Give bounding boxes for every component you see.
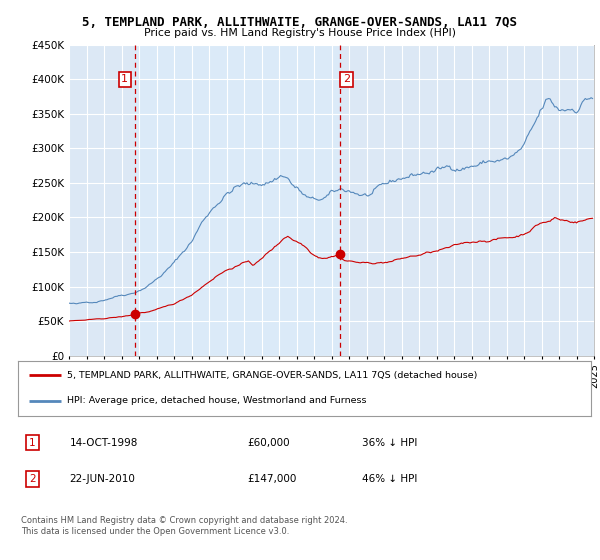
Text: 2: 2 bbox=[343, 74, 350, 85]
Text: £147,000: £147,000 bbox=[247, 474, 296, 484]
Text: 36% ↓ HPI: 36% ↓ HPI bbox=[362, 437, 417, 447]
Text: 22-JUN-2010: 22-JUN-2010 bbox=[70, 474, 136, 484]
Text: 1: 1 bbox=[29, 437, 35, 447]
Text: 5, TEMPLAND PARK, ALLITHWAITE, GRANGE-OVER-SANDS, LA11 7QS (detached house): 5, TEMPLAND PARK, ALLITHWAITE, GRANGE-OV… bbox=[67, 371, 477, 380]
Text: Price paid vs. HM Land Registry's House Price Index (HPI): Price paid vs. HM Land Registry's House … bbox=[144, 28, 456, 38]
Bar bbox=[136, 45, 340, 356]
Text: 14-OCT-1998: 14-OCT-1998 bbox=[70, 437, 138, 447]
Text: 2: 2 bbox=[29, 474, 35, 484]
Text: 46% ↓ HPI: 46% ↓ HPI bbox=[362, 474, 417, 484]
Text: 5, TEMPLAND PARK, ALLITHWAITE, GRANGE-OVER-SANDS, LA11 7QS: 5, TEMPLAND PARK, ALLITHWAITE, GRANGE-OV… bbox=[83, 16, 517, 29]
Text: £60,000: £60,000 bbox=[247, 437, 290, 447]
Text: Contains HM Land Registry data © Crown copyright and database right 2024.
This d: Contains HM Land Registry data © Crown c… bbox=[21, 516, 347, 536]
Text: 1: 1 bbox=[121, 74, 128, 85]
Text: HPI: Average price, detached house, Westmorland and Furness: HPI: Average price, detached house, West… bbox=[67, 396, 366, 405]
